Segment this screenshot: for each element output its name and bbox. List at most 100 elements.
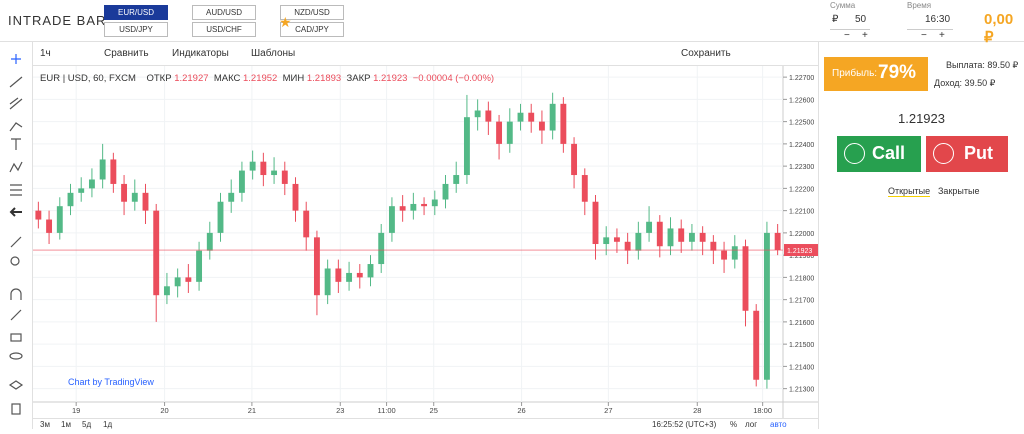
tab-closed[interactable]: Закрытые (938, 186, 980, 196)
range-button[interactable]: 3м (40, 420, 50, 429)
templates-button[interactable]: Шаблоны (251, 48, 296, 59)
candle-body (335, 268, 342, 282)
y-tick-label: 1.22400 (789, 142, 814, 149)
eye-icon[interactable] (9, 352, 23, 360)
candle-body (635, 232, 642, 251)
candle-body (549, 103, 556, 131)
candle-body (238, 170, 245, 193)
compare-button[interactable]: Сравнить (104, 48, 149, 59)
y-tick-label: 1.21500 (789, 342, 814, 349)
candle-body (110, 159, 117, 184)
candle-body (474, 110, 481, 118)
trash-icon[interactable] (11, 403, 21, 415)
last-price-label: 1.21923 (787, 248, 812, 255)
put-icon (933, 143, 954, 164)
chart-toolbar (33, 42, 818, 66)
legend: EUR | USD, 60, FXCM ОТКР 1.21927 МАКС 1.… (40, 73, 494, 84)
candle-body (185, 277, 192, 282)
layers-icon[interactable] (8, 380, 24, 390)
candle-body (603, 237, 610, 245)
time-plus[interactable]: + (939, 30, 945, 41)
save-button[interactable]: Сохранить (681, 48, 731, 59)
star-icon[interactable]: ★ (279, 14, 292, 30)
y-tick-label: 1.21900 (789, 253, 814, 260)
pair-button[interactable]: NZD/USD (280, 5, 344, 20)
range-button[interactable]: 1м (61, 420, 71, 429)
amount-underline (830, 29, 870, 30)
candle-body (56, 206, 63, 233)
zoom-icon[interactable] (10, 256, 20, 266)
candle-body (699, 232, 706, 242)
log-toggle[interactable]: лог (745, 420, 758, 429)
candle-body (78, 188, 85, 193)
candle-body (667, 228, 674, 247)
candle-body (592, 201, 599, 245)
text-icon[interactable] (11, 138, 21, 150)
candle-body (721, 250, 728, 260)
y-tick-label: 1.22200 (789, 186, 814, 193)
pair-button[interactable]: CAD/JPY (280, 22, 344, 37)
candle-body (271, 170, 278, 176)
pair-button[interactable]: AUD/USD (192, 5, 256, 20)
candle-body (142, 192, 149, 211)
pair-button[interactable]: EUR/USD (104, 5, 168, 20)
open-value: 1.21927 (174, 73, 209, 84)
percent-toggle[interactable]: % (730, 420, 738, 429)
line-tool-icon[interactable] (9, 76, 23, 88)
crosshair-icon[interactable] (11, 54, 21, 64)
candle-body (496, 121, 503, 144)
candle-body (35, 210, 42, 220)
brush-icon[interactable] (9, 122, 23, 132)
close-label: ЗАКР (346, 73, 371, 84)
pair-button[interactable]: USD/JPY (104, 22, 168, 37)
candle-body (399, 206, 406, 211)
fib-tool-icon[interactable] (9, 97, 23, 110)
amount-plus[interactable]: + (862, 30, 868, 41)
y-tick-label: 1.21600 (789, 320, 814, 327)
profit-label: Прибыль: (832, 68, 878, 79)
call-button[interactable]: Call (837, 136, 921, 172)
candle-body (613, 237, 620, 242)
ruler-icon[interactable] (10, 236, 22, 248)
put-label: Put (964, 143, 993, 163)
candle-body (67, 192, 74, 207)
y-tick-label: 1.22000 (789, 231, 814, 238)
amount-currency: ₽ (832, 14, 839, 25)
candle-body (196, 250, 203, 282)
candle-body (99, 159, 106, 180)
x-tick-label: 23 (336, 406, 344, 415)
time-minus[interactable]: − (921, 30, 927, 41)
candle-body (174, 277, 181, 287)
range-button[interactable]: 1д (103, 420, 113, 429)
pencil-icon[interactable] (10, 309, 22, 321)
payout: Выплата: 89.50 ₽ (946, 60, 1019, 70)
candle-body (46, 219, 53, 233)
y-tick-label: 1.21400 (789, 364, 814, 371)
x-tick-label: 27 (604, 406, 612, 415)
back-icon[interactable] (9, 207, 22, 217)
candle-body (303, 210, 310, 238)
amount-label: Сумма (830, 1, 856, 10)
candle-body (249, 161, 256, 171)
candle-body (453, 175, 460, 184)
magnet-icon[interactable] (10, 288, 22, 300)
logo[interactable]: INTRADE BAR (8, 13, 107, 28)
lock-icon[interactable] (10, 333, 22, 342)
prediction-icon[interactable] (10, 184, 22, 196)
range-button[interactable]: 5д (82, 420, 92, 429)
clock: 16:25:52 (UTC+3) (652, 420, 717, 429)
high-label: МАКС (213, 73, 241, 84)
amount-minus[interactable]: − (844, 30, 850, 41)
tab-open[interactable]: Открытые (888, 186, 931, 197)
watermark[interactable]: Chart by TradingView (68, 377, 154, 387)
y-tick-label: 1.21300 (789, 387, 814, 394)
amount-value[interactable]: 50 (855, 14, 867, 25)
time-value[interactable]: 16:30 (925, 14, 951, 25)
pair-button[interactable]: USD/CHF (192, 22, 256, 37)
indicators-button[interactable]: Индикаторы (172, 48, 229, 59)
auto-toggle[interactable]: авто (770, 420, 787, 429)
pattern-icon[interactable] (9, 161, 23, 173)
interval-button[interactable]: 1ч (40, 48, 51, 59)
put-button[interactable]: Put (926, 136, 1008, 172)
low-label: МИН (282, 73, 305, 84)
